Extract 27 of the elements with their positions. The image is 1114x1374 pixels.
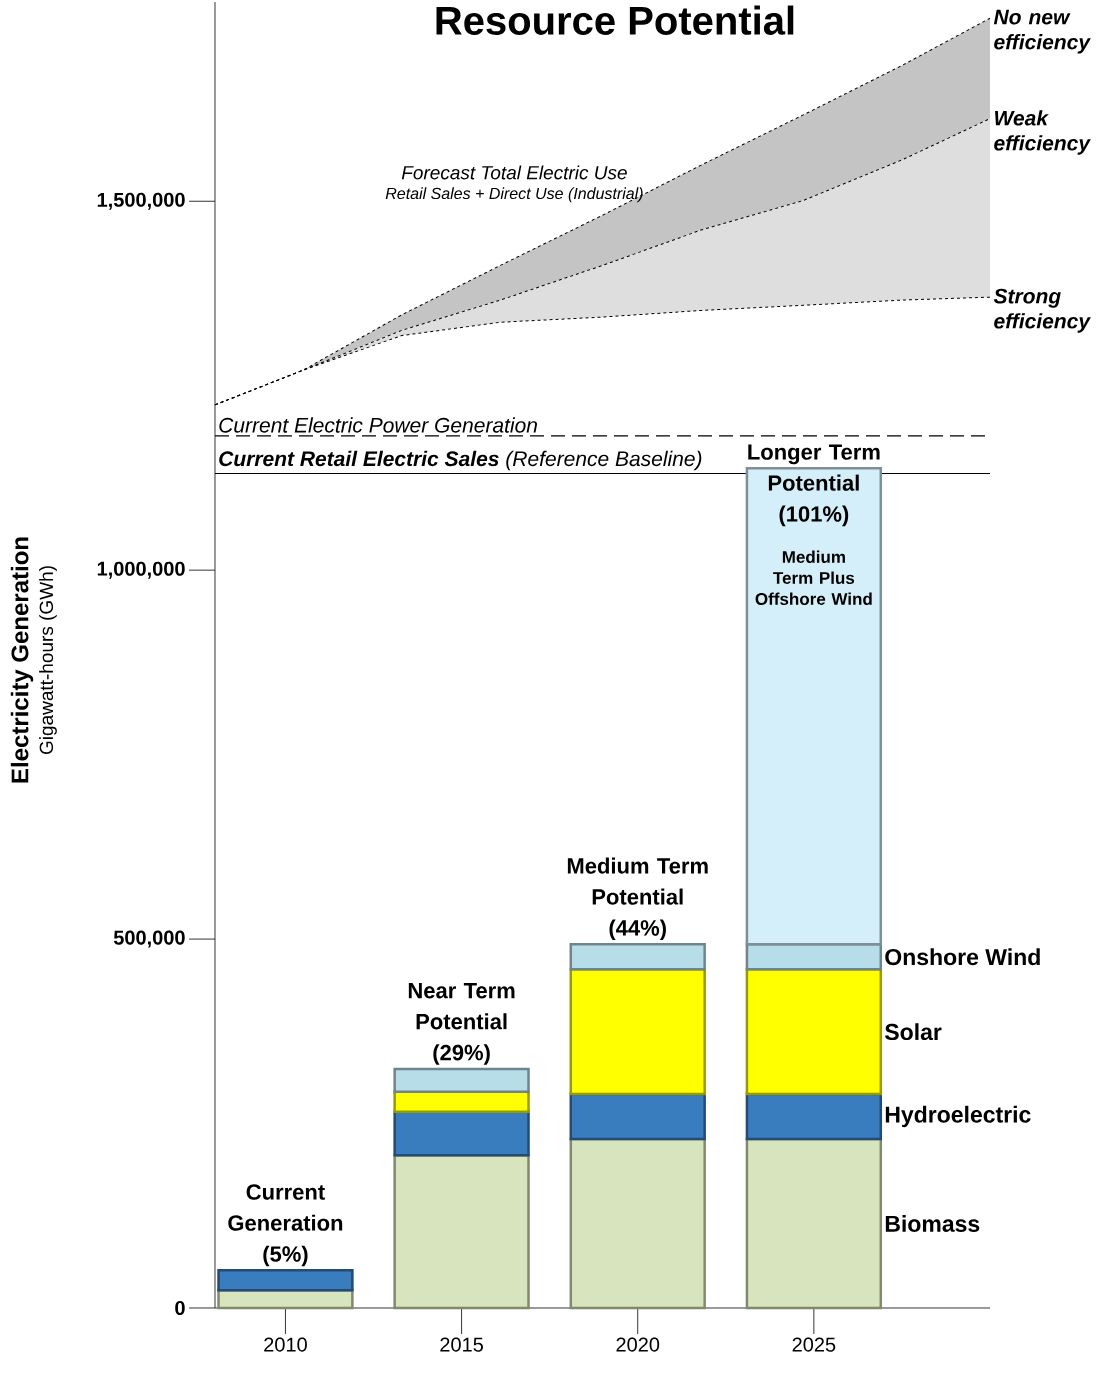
- annotation: Retail Sales + Direct Use (Industrial): [385, 187, 643, 203]
- y-axis-title: Electricity Generation: [10, 537, 34, 783]
- y-tick-label: 1,000,000: [97, 561, 185, 579]
- annotation: Current Generation (5%): [228, 1184, 343, 1267]
- series-label: Biomass: [885, 1215, 980, 1232]
- annotation: Longer Term Potential (101%): [748, 444, 880, 527]
- x-tick-label: 2020: [616, 1337, 660, 1352]
- ref-line-label: Current Electric Power Generation: [219, 417, 537, 433]
- y-tick-label: 500,000: [113, 930, 185, 948]
- series-label: Strong efficiency: [993, 288, 1091, 333]
- x-tick-label: 2010: [264, 1337, 307, 1352]
- annotation: Medium Term Potential (44%): [567, 857, 708, 941]
- annotation: Near Term Potential (29%): [408, 983, 515, 1065]
- annotation: Forecast Total Electric Use: [401, 165, 627, 180]
- series-label: Hydroelectric: [885, 1105, 1031, 1128]
- text: Gigawatt-hours (GWh): [39, 566, 57, 755]
- x-tick-label: 2015: [440, 1337, 483, 1352]
- series-label: Onshore Wind: [885, 948, 1040, 966]
- x-tick-label: 2025: [792, 1337, 836, 1352]
- annotation: Medium Term Plus Offshore Wind: [755, 550, 872, 606]
- y-tick-label: 1,500,000: [97, 192, 185, 210]
- ref-line-label: Current Retail Electric Sales (Reference Baseline): [219, 450, 702, 471]
- chart-title: Resource Potential: [436, 5, 794, 35]
- series-label: Weak efficiency: [994, 110, 1091, 155]
- y-tick-label: 0: [175, 1300, 185, 1316]
- series-label: No new efficiency: [993, 9, 1091, 54]
- series-label: Solar: [884, 1023, 942, 1041]
